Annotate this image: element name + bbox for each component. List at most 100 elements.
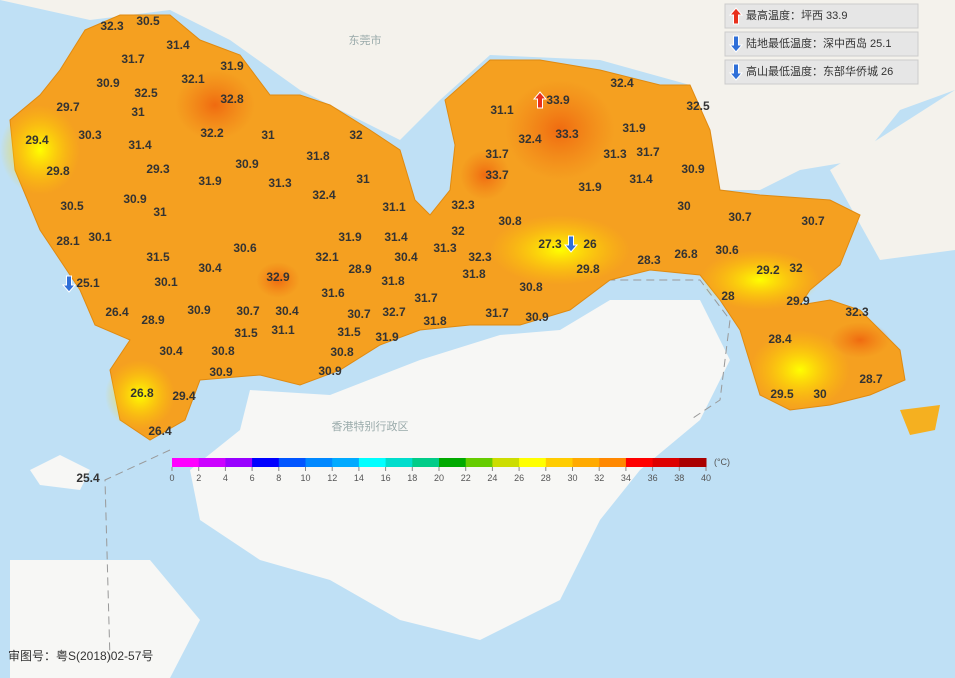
mainland-east xyxy=(830,90,955,260)
colorbar-tick-label: 34 xyxy=(621,473,631,483)
station-value: 30.9 xyxy=(235,157,259,171)
station-value: 30.3 xyxy=(78,128,102,142)
boundary xyxy=(104,449,171,661)
station-value: 29.5 xyxy=(770,387,794,401)
legend-item xyxy=(724,3,919,29)
hot-zone xyxy=(175,70,255,140)
island xyxy=(30,455,90,490)
station-value: 31.7 xyxy=(485,147,509,161)
legend-arrow xyxy=(728,35,744,53)
colorbar-swatch xyxy=(625,458,654,467)
colorbar-swatch xyxy=(385,458,413,467)
station-value: 31.9 xyxy=(622,121,646,135)
colorbar-tick-label: 10 xyxy=(300,473,310,483)
station-value: 27.3 xyxy=(538,237,562,251)
colorbar-swatch xyxy=(572,458,600,467)
station-value: 32.4 xyxy=(610,76,634,90)
station-value: 25.1 xyxy=(76,276,100,290)
station-value: 29.2 xyxy=(756,263,780,277)
boundary xyxy=(559,279,731,421)
station-value: 31.4 xyxy=(128,138,152,152)
warm-zone xyxy=(750,330,850,410)
station-value: 30.8 xyxy=(330,345,354,359)
warm-zone xyxy=(105,360,175,430)
station-value: 30.8 xyxy=(211,344,235,358)
warm-zone xyxy=(0,105,80,195)
station-value: 30.9 xyxy=(318,364,342,378)
station-value: 31 xyxy=(153,205,167,219)
station-value: 30.9 xyxy=(123,192,147,206)
station-value: 31.7 xyxy=(414,291,438,305)
station-value: 30.9 xyxy=(681,162,705,176)
station-value: 32.5 xyxy=(686,99,710,113)
station-value: 26.8 xyxy=(130,386,154,400)
station-value: 32.4 xyxy=(518,132,542,146)
station-value: 32.4 xyxy=(312,188,336,202)
colorbar-swatch xyxy=(599,458,627,467)
station-value: 31 xyxy=(131,105,145,119)
station-value: 30.4 xyxy=(198,261,222,275)
legend: 最高温度：坪西 33.9 陆地最低温度：深中西岛 25.1 高山最低温度：东部华侨城… xyxy=(724,3,919,85)
station-value: 32.1 xyxy=(181,72,205,86)
station-value: 30.9 xyxy=(209,365,233,379)
colorbar-tick-label: 12 xyxy=(327,473,337,483)
station-value: 33.9 xyxy=(546,93,570,107)
colorbar-swatch xyxy=(278,458,306,467)
station-value: 31.6 xyxy=(321,286,345,300)
hot-zone xyxy=(460,150,510,200)
colorbar-swatch xyxy=(679,458,707,467)
colorbar-swatch xyxy=(492,458,520,467)
station-value: 32 xyxy=(789,261,803,275)
station-value: 28.9 xyxy=(141,313,165,327)
island xyxy=(900,405,940,435)
station-value: 30.7 xyxy=(347,307,371,321)
station-value: 29.8 xyxy=(576,262,600,276)
station-value: 29.4 xyxy=(25,133,49,147)
approval-number: 审图号：粤S(2018)02-57号 xyxy=(8,648,153,663)
station-value: 32.3 xyxy=(845,305,869,319)
station-value: 33.7 xyxy=(485,168,509,182)
station-value: 31.1 xyxy=(271,323,295,337)
station-value: 32.1 xyxy=(315,250,339,264)
station-value: 25.4 xyxy=(76,471,100,485)
colorbar-swatch xyxy=(545,458,573,467)
station-value: 30.6 xyxy=(715,243,739,257)
colorbar-tick-label: 18 xyxy=(407,473,417,483)
legend-item xyxy=(724,31,919,57)
colorbar-tick-label: 36 xyxy=(648,473,658,483)
station-value: 28.1 xyxy=(56,234,80,248)
colorbar-swatch xyxy=(439,458,467,467)
min-marker xyxy=(563,235,579,253)
station-value: 26.8 xyxy=(674,247,698,261)
colorbar-tick-label: 28 xyxy=(541,473,551,483)
station-value: 31.9 xyxy=(578,180,602,194)
colorbar-tick-label: 8 xyxy=(276,473,281,483)
station-value: 31.3 xyxy=(433,241,457,255)
colorbar-tick-label: 2 xyxy=(196,473,201,483)
station-value: 31.9 xyxy=(375,330,399,344)
station-value: 31 xyxy=(261,128,275,142)
station-value: 29.9 xyxy=(786,294,810,308)
station-value: 31.8 xyxy=(381,274,405,288)
station-value: 31 xyxy=(356,172,370,186)
colorbar-swatch xyxy=(519,458,547,467)
hot-zone xyxy=(830,322,890,358)
station-value: 32.8 xyxy=(220,92,244,106)
station-value: 31.4 xyxy=(629,172,653,186)
station-value: 31.9 xyxy=(220,59,244,73)
colorbar-swatch xyxy=(305,458,333,467)
station-value: 31.3 xyxy=(603,147,627,161)
colorbar-tick-label: 26 xyxy=(514,473,524,483)
station-value: 32 xyxy=(349,128,363,142)
colorbar-swatch xyxy=(652,458,680,467)
warm-zone xyxy=(700,250,820,310)
island xyxy=(10,560,200,678)
station-value: 30.5 xyxy=(60,199,84,213)
station-value: 30 xyxy=(677,199,691,213)
station-value: 31.8 xyxy=(462,267,486,281)
colorbar-swatch xyxy=(358,458,387,467)
min-marker xyxy=(61,275,77,293)
colorbar-swatch xyxy=(412,458,440,467)
station-value: 31.8 xyxy=(306,149,330,163)
